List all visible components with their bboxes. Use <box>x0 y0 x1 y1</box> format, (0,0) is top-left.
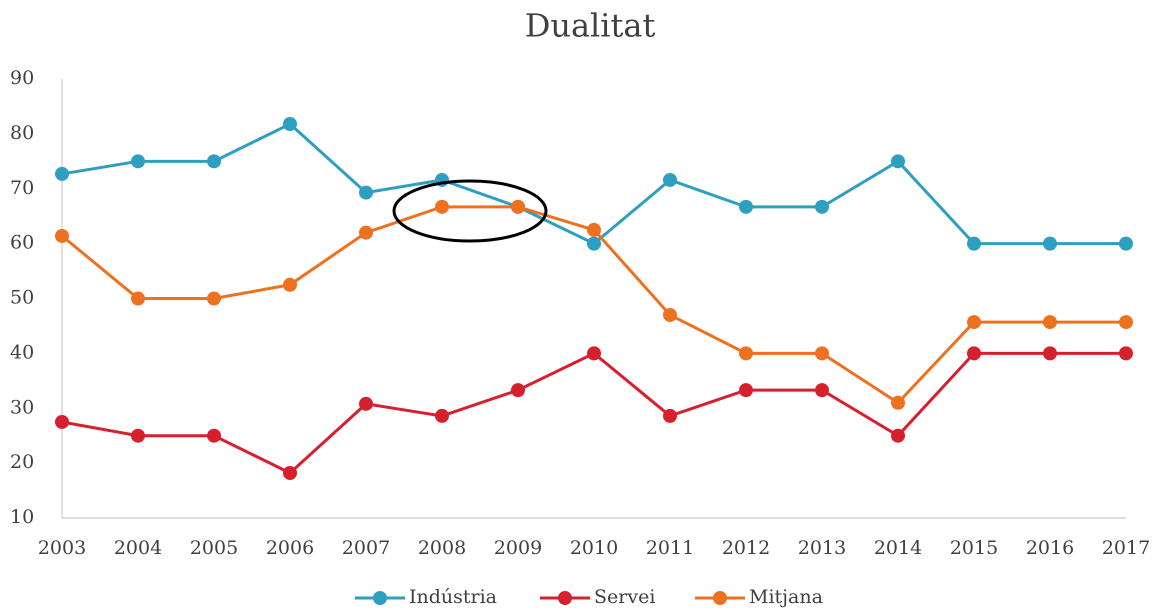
data-point <box>283 277 297 292</box>
data-point <box>1119 315 1133 330</box>
data-point <box>511 199 525 214</box>
x-tick-label: 2013 <box>798 537 846 559</box>
x-tick-label: 2009 <box>494 537 542 559</box>
data-point <box>587 236 601 251</box>
y-tick-label: 60 <box>10 232 34 254</box>
data-point <box>131 428 145 443</box>
data-point <box>967 236 981 251</box>
data-point <box>359 396 373 411</box>
data-point <box>1043 346 1057 361</box>
legend-marker <box>713 591 727 605</box>
data-point <box>207 428 221 443</box>
data-point <box>891 395 905 410</box>
data-point <box>891 154 905 169</box>
highlight-ellipse <box>392 179 548 243</box>
data-point <box>511 383 525 398</box>
x-tick-label: 2011 <box>646 537 694 559</box>
data-point <box>1119 346 1133 361</box>
data-point <box>1119 236 1133 251</box>
x-tick-label: 2012 <box>722 537 770 559</box>
y-tick-label: 10 <box>10 506 34 528</box>
legend-item: Servei <box>540 586 655 608</box>
data-point <box>283 466 297 481</box>
data-point <box>587 346 601 361</box>
x-tick-label: 2014 <box>874 537 922 559</box>
data-point <box>815 199 829 214</box>
x-tick-label: 2007 <box>342 537 390 559</box>
x-tick-label: 2004 <box>114 537 162 559</box>
data-point <box>967 315 981 330</box>
legend-label: Indústria <box>409 586 497 608</box>
data-point <box>815 383 829 398</box>
x-tick-label: 2016 <box>1026 537 1074 559</box>
data-point <box>739 346 753 361</box>
legend-item: Mitjana <box>695 586 823 608</box>
x-tick-label: 2008 <box>418 537 466 559</box>
data-point <box>663 408 677 423</box>
data-point <box>815 346 829 361</box>
data-point <box>967 346 981 361</box>
data-point <box>663 307 677 322</box>
data-point <box>435 408 449 423</box>
data-point <box>207 291 221 306</box>
data-point <box>739 199 753 214</box>
x-tick-label: 2010 <box>570 537 618 559</box>
data-point <box>1043 236 1057 251</box>
data-point <box>55 228 69 243</box>
series-line <box>61 351 1126 475</box>
legend-marker <box>558 591 572 605</box>
chart-title: Dualitat <box>525 7 656 45</box>
data-point <box>891 428 905 443</box>
x-tick-label: 2006 <box>266 537 314 559</box>
y-tick-label: 70 <box>10 177 34 199</box>
y-tick-label: 50 <box>10 287 34 309</box>
y-tick-label: 90 <box>10 67 34 89</box>
data-point <box>435 199 449 214</box>
legend-label: Servei <box>594 586 655 608</box>
data-point <box>283 116 297 131</box>
y-tick-label: 80 <box>10 122 34 144</box>
legend-marker <box>373 591 387 605</box>
data-point <box>1043 315 1057 330</box>
x-tick-label: 2015 <box>950 537 998 559</box>
y-tick-label: 20 <box>10 451 34 473</box>
data-point <box>587 222 601 237</box>
y-tick-label: 30 <box>10 396 34 418</box>
data-point <box>131 154 145 169</box>
x-tick-label: 2005 <box>190 537 238 559</box>
data-point <box>55 414 69 429</box>
x-tick-label: 2017 <box>1102 537 1150 559</box>
data-point <box>663 172 677 187</box>
data-point <box>131 291 145 306</box>
data-point <box>359 225 373 240</box>
data-point <box>359 185 373 200</box>
plot-area: 10 20 30 40 50 60 70 80 90 2003 2004 2005 2006 2007 20… <box>10 67 1150 608</box>
data-point <box>739 383 753 398</box>
legend-item: Indústria <box>355 586 497 608</box>
legend-label: Mitjana <box>749 586 823 608</box>
y-tick-label: 40 <box>10 341 34 363</box>
data-point <box>55 166 69 181</box>
data-point <box>207 154 221 169</box>
x-tick-label: 2003 <box>38 537 86 559</box>
